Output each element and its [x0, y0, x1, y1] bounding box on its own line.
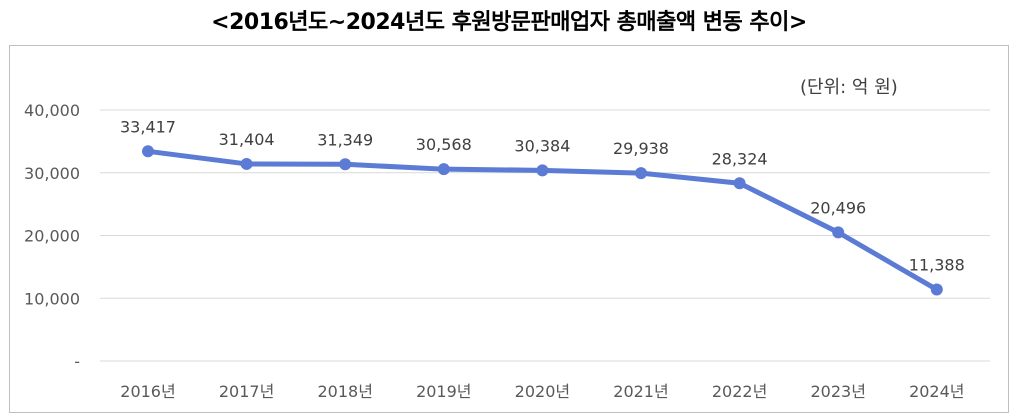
data-point — [832, 226, 845, 239]
x-tick-label: 2023년 — [810, 382, 865, 401]
data-label: 30,384 — [514, 136, 570, 155]
x-tick-label: 2018년 — [317, 382, 372, 401]
y-tick-label: 20,000 — [24, 227, 80, 246]
x-tick-label: 2019년 — [416, 382, 471, 401]
y-tick-label: 10,000 — [24, 289, 80, 308]
data-label: 28,324 — [712, 149, 768, 168]
data-point — [142, 145, 154, 158]
x-tick-label: 2024년 — [909, 382, 964, 401]
y-tick-label: - — [74, 352, 80, 371]
chart-title: <2016년도~2024년도 후원방문판매업자 총매출액 변동 추이> — [211, 10, 807, 35]
y-tick-label: 40,000 — [24, 101, 80, 120]
data-point — [339, 158, 352, 171]
x-tick-label: 2021년 — [613, 382, 668, 401]
unit-label: (단위: 억 원) — [800, 77, 898, 98]
data-label: 29,938 — [613, 139, 669, 158]
data-point — [930, 283, 943, 296]
y-axis-ticks: - 10,000 20,000 30,000 40,000 — [24, 101, 80, 371]
data-label: 31,349 — [317, 130, 373, 149]
data-label: 31,404 — [219, 130, 275, 149]
x-tick-label: 2017년 — [219, 382, 274, 401]
x-tick-label: 2022년 — [712, 382, 767, 401]
x-tick-label: 2016년 — [120, 382, 175, 401]
series-layer — [142, 145, 943, 296]
data-label: 11,388 — [909, 256, 965, 275]
data-point — [635, 167, 647, 180]
x-tick-label: 2020년 — [515, 382, 570, 401]
data-label: 30,568 — [416, 135, 472, 154]
data-point — [437, 163, 450, 176]
data-point — [536, 164, 549, 177]
y-tick-label: 30,000 — [24, 164, 80, 183]
data-label: 20,496 — [810, 198, 866, 217]
data-point — [240, 157, 253, 170]
data-point — [733, 177, 746, 190]
x-axis-ticks: 2016년 2017년 2018년 2019년 2020년 2021년 2022년 2023년… — [120, 382, 964, 401]
data-label: 33,417 — [120, 117, 176, 136]
data-labels: 33,417 31,404 31,349 30,568 30,384 29,938 28,3… — [120, 117, 965, 274]
chart-frame — [9, 45, 1009, 413]
